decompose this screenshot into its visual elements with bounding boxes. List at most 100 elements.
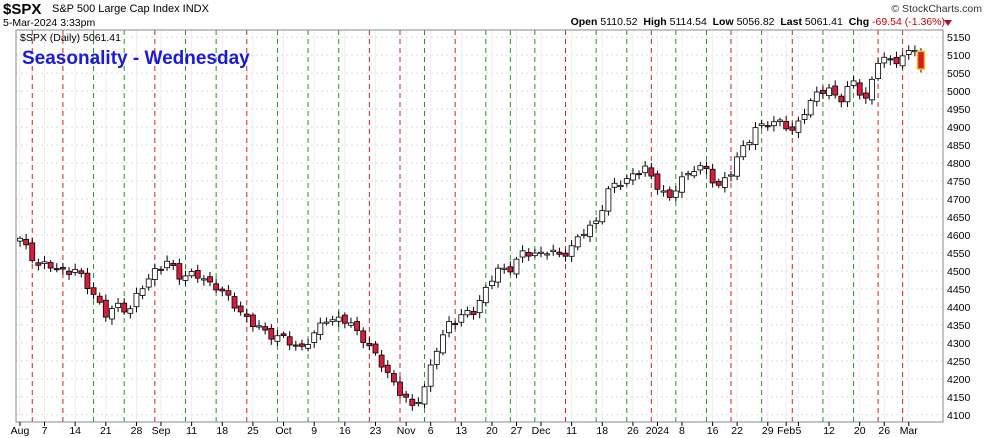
candle-body (752, 127, 759, 145)
high-label: High (643, 16, 667, 28)
chart-header: $SPX S&P 500 Large Cap Index INDX 5-Mar-… (0, 0, 990, 30)
candle-body (691, 171, 698, 177)
candle-body (580, 233, 587, 236)
candle-body (127, 308, 134, 314)
candle-body (623, 178, 630, 184)
candle-body (329, 319, 336, 323)
seasonality-title: Seasonality - Wednesday (22, 48, 250, 69)
candle-body (740, 145, 747, 158)
candle-body (84, 272, 91, 289)
candle-body (556, 251, 563, 255)
candle-body (721, 177, 728, 188)
candle-body (672, 190, 679, 198)
candle-body (274, 335, 281, 342)
candle-layer (17, 45, 926, 411)
candle-body (384, 364, 391, 373)
candle-body (151, 268, 158, 280)
candle-body (801, 114, 808, 120)
candle-body (354, 321, 361, 331)
candle-body (482, 286, 489, 304)
x-tick-label: 18 (596, 425, 608, 437)
candle-body (299, 343, 305, 347)
candle-body (256, 325, 262, 328)
candle-body (194, 270, 201, 279)
candle-body (850, 80, 857, 86)
brand-label[interactable]: © StockCharts.com (891, 3, 982, 15)
wednesday-marker-layer (31, 30, 904, 422)
candle-body (856, 82, 863, 96)
candle-body (470, 311, 477, 315)
candle-body (60, 267, 66, 270)
candle-body (452, 323, 459, 326)
x-tick-label: 21 (100, 425, 112, 437)
candle-body (96, 295, 103, 303)
candle-body (280, 333, 287, 336)
x-tick-label: 7 (42, 425, 48, 437)
candle-body (715, 180, 722, 186)
candle-body (133, 292, 140, 308)
open-label: Open (570, 16, 598, 28)
candle-body (66, 270, 72, 275)
ticker-symbol[interactable]: $SPX (3, 1, 42, 18)
candle-body (182, 275, 189, 281)
down-arrow-icon (944, 20, 952, 26)
candle-body (366, 342, 373, 347)
candle-body (250, 314, 256, 327)
candle-body (495, 267, 501, 283)
candle-body (654, 173, 661, 190)
plot-frame (15, 29, 944, 423)
candle-body (292, 344, 299, 347)
candle-body (746, 142, 753, 146)
candle-body (875, 62, 881, 79)
candle-body (403, 393, 410, 398)
x-tick-label: 9 (311, 425, 317, 437)
y-axis: 4100 4150 4200 4250 4300 4350 4400 4450 4500 4550… (947, 32, 971, 422)
chart-date: 5-Mar-2024 3:33pm (3, 17, 96, 29)
last-candle-body (916, 50, 926, 70)
grid-layer (16, 30, 943, 422)
candle-body (519, 250, 526, 258)
candle-body (507, 266, 514, 273)
low-label: Low (712, 16, 734, 28)
candle-body (121, 302, 128, 313)
x-tick-label: 23 (370, 425, 382, 437)
candle-body (440, 334, 446, 354)
candle-body (636, 173, 642, 176)
candle-body (47, 262, 54, 269)
candle-body (90, 287, 97, 295)
candle-body (225, 290, 232, 296)
x-tick-label: Feb (777, 425, 795, 437)
y-tick-label: 5100 (947, 50, 971, 62)
series-legend: $SPX (Daily) 5061.41 (20, 32, 121, 44)
x-tick-label: 20 (854, 425, 866, 437)
candle-body (862, 92, 869, 99)
x-tick-label: 26 (878, 425, 890, 437)
candle-body (489, 280, 495, 286)
quote-line: Open 5110.52 High 5114.54 Low 5056.82 La… (571, 16, 945, 28)
candle-body (905, 50, 912, 55)
last-value: 5061.41 (804, 16, 843, 28)
x-tick-label: Dec (532, 425, 551, 437)
candle-body (29, 242, 36, 262)
candle-body (869, 78, 875, 101)
chg-value: -69.54 (-1.36%) (872, 16, 945, 28)
candle-body (219, 288, 226, 292)
candle-body (305, 344, 311, 349)
candle-body (911, 50, 918, 53)
candle-body (789, 126, 796, 131)
y-tick-label: 5000 (947, 86, 971, 98)
candle-body (531, 252, 538, 257)
candle-body (660, 190, 667, 193)
x-tick-label: 12 (823, 425, 835, 437)
candle-body (41, 261, 48, 264)
low-value: 5056.82 (736, 16, 775, 28)
candle-body (237, 305, 244, 313)
x-tick-label: 28 (131, 425, 143, 437)
candle-body (476, 300, 483, 314)
candle-body (709, 168, 716, 184)
candle-body (813, 91, 820, 102)
y-tick-label: 4650 (947, 212, 971, 224)
candle-body (501, 267, 508, 270)
candle-body (158, 268, 164, 271)
